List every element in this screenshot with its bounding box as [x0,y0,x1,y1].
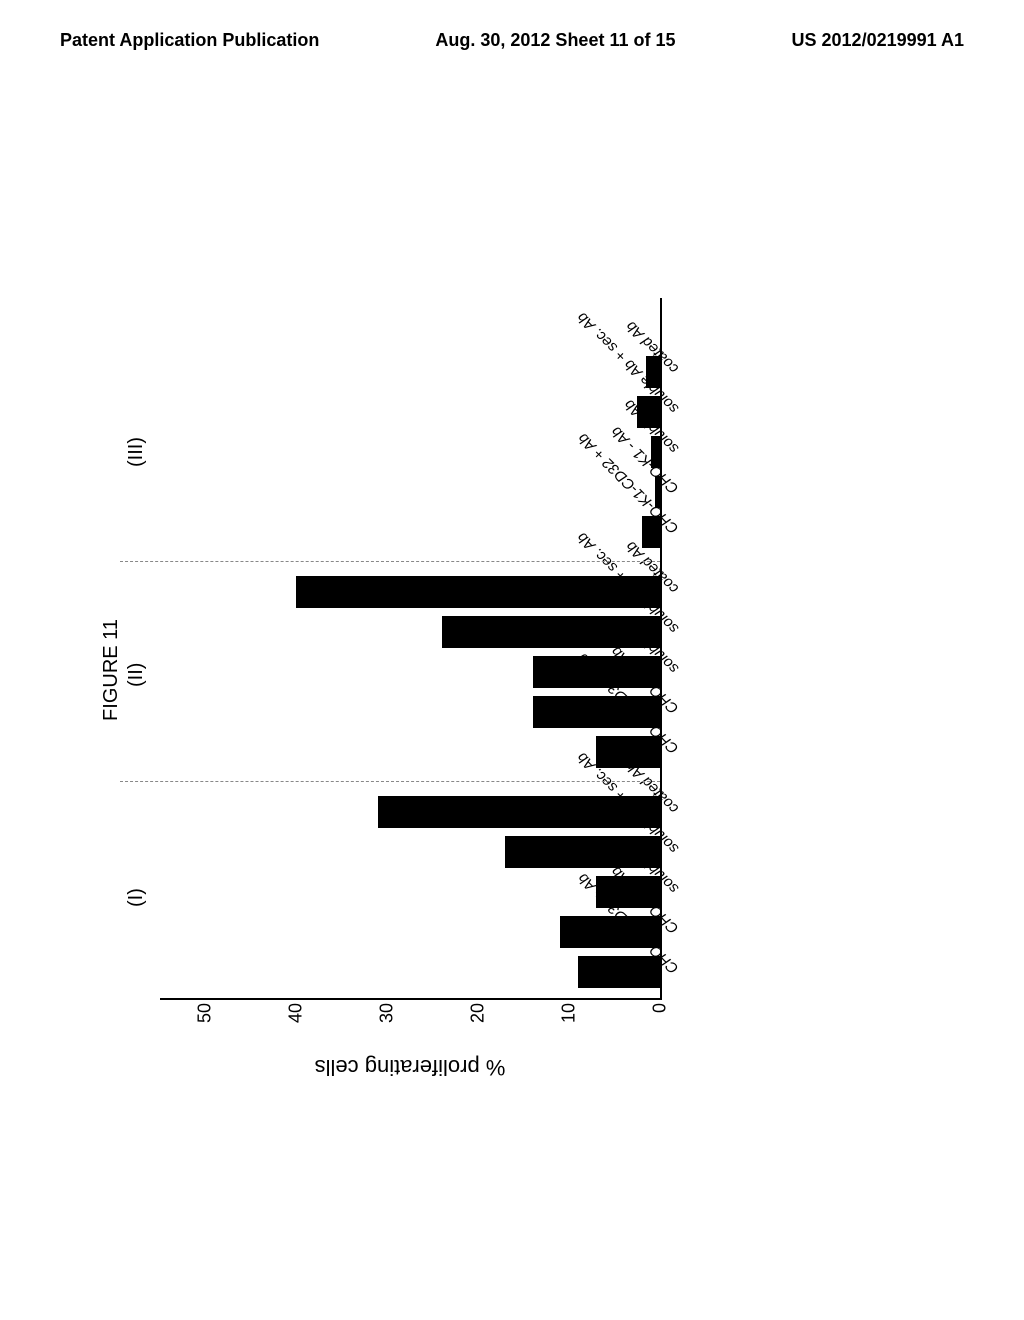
figure-title: FIGURE 11 [100,619,123,721]
y-tick: 20 [468,1003,489,1023]
bar [296,576,660,608]
y-axis-label: % proliferating cells [315,1054,506,1080]
group-label: (III) [125,437,148,467]
y-tick: 30 [377,1003,398,1023]
header-center: Aug. 30, 2012 Sheet 11 of 15 [435,30,675,51]
group-divider [120,781,660,782]
bar [378,796,660,828]
bar [578,956,660,988]
bar [560,916,660,948]
header-left: Patent Application Publication [60,30,319,51]
y-tick: 10 [559,1003,580,1023]
group-label: (I) [125,888,148,907]
bar [533,696,660,728]
bar [533,656,660,688]
group-label: (II) [125,663,148,687]
page-header: Patent Application Publication Aug. 30, … [0,30,1024,51]
figure-container: FIGURE 11 % proliferating cells 01020304… [60,120,960,1220]
y-tick: 0 [650,1003,671,1013]
chart-wrapper: FIGURE 11 % proliferating cells 01020304… [160,220,860,1120]
header-right: US 2012/0219991 A1 [792,30,964,51]
y-tick: 40 [286,1003,307,1023]
y-tick: 50 [195,1003,216,1023]
bar [442,616,660,648]
plot-area: 01020304050CHO-K1-CD32 + AbCHO-K1 - Abso… [160,298,662,1000]
bar [505,836,660,868]
group-divider [120,561,660,562]
bar [596,876,660,908]
bar [596,736,660,768]
